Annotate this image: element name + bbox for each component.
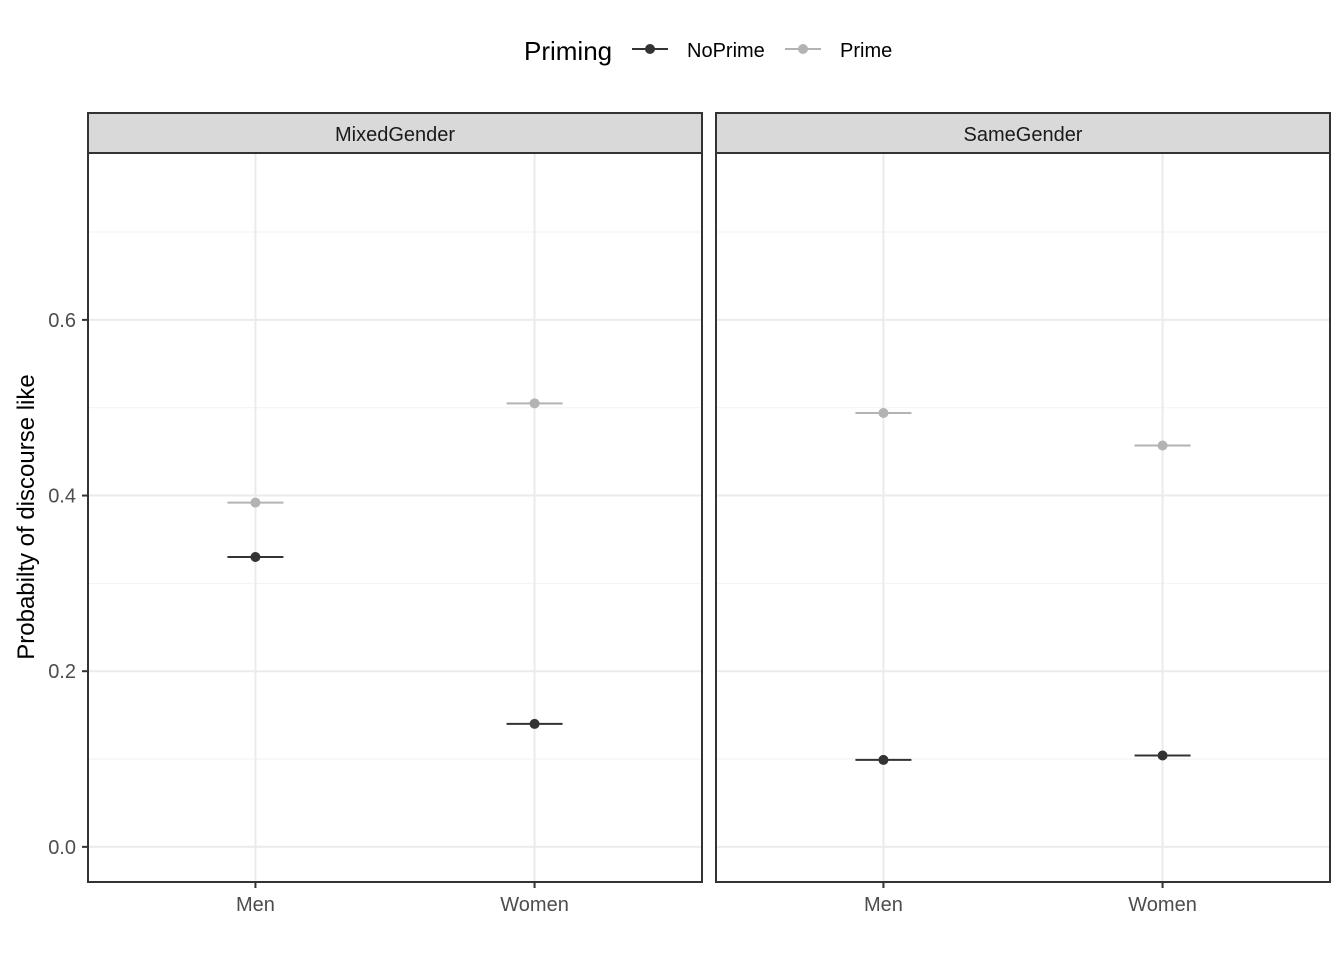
facet-strip-label: SameGender <box>964 124 1083 146</box>
data-point-noprime <box>855 754 912 765</box>
y-axis-label: Probabilty of discourse like <box>13 374 40 659</box>
facet-strip <box>715 112 1331 154</box>
y-tick-label: 0.6 <box>48 310 76 332</box>
facets: MixedGender Men Women SameGender Men Women 0.0… <box>48 112 1331 916</box>
legend-item-prime: Prime <box>785 40 892 62</box>
y-tick-label: 0.2 <box>48 661 76 683</box>
data-point-noprime <box>506 718 563 729</box>
point-marker <box>250 552 261 563</box>
point-marker <box>1157 440 1168 451</box>
point-marker <box>250 497 261 508</box>
data-point-noprime <box>1134 750 1191 761</box>
x-tick-label: Women <box>500 894 569 916</box>
data-point-prime <box>855 407 912 418</box>
data-point-prime <box>1134 440 1191 451</box>
x-tick-label: Men <box>864 894 903 916</box>
facet-strip <box>87 112 703 154</box>
legend-key-point <box>798 44 808 54</box>
point-marker <box>529 398 540 409</box>
point-marker <box>878 407 889 418</box>
legend-item-noprime: NoPrime <box>632 40 765 62</box>
facet-mixedgender: MixedGender Men Women <box>87 112 703 916</box>
legend: Priming NoPrime Prime <box>524 36 892 66</box>
legend-key-point <box>645 44 655 54</box>
point-marker <box>529 718 540 729</box>
facet-strip-label: MixedGender <box>335 124 455 146</box>
point-marker <box>1157 750 1168 761</box>
legend-label: NoPrime <box>687 40 765 62</box>
panel-background <box>88 153 702 882</box>
facet-samegender: SameGender Men Women <box>715 112 1331 916</box>
data-point-prime <box>506 398 563 409</box>
point-marker <box>878 754 889 765</box>
x-tick-label: Men <box>236 894 275 916</box>
y-tick-label: 0.4 <box>48 486 76 508</box>
data-point-noprime <box>227 552 284 563</box>
legend-title: Priming <box>524 36 612 66</box>
y-tick-label: 0.0 <box>48 837 76 859</box>
x-tick-label: Women <box>1128 894 1197 916</box>
legend-label: Prime <box>840 40 892 62</box>
panel-background <box>716 153 1330 882</box>
data-point-prime <box>227 497 284 508</box>
